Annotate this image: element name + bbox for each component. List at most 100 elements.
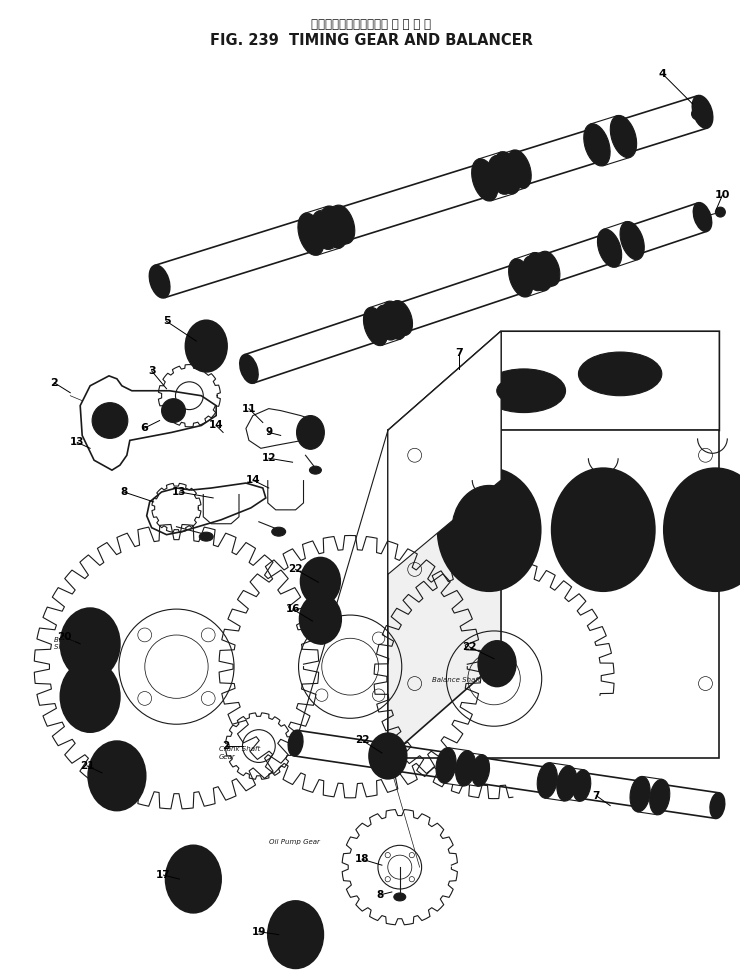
Ellipse shape [630, 776, 650, 811]
Text: 18: 18 [355, 855, 369, 864]
Polygon shape [444, 748, 468, 786]
Text: 20: 20 [57, 632, 71, 642]
Text: Balance Shaft Gear: Balance Shaft Gear [432, 676, 499, 683]
Ellipse shape [472, 755, 490, 786]
Ellipse shape [391, 301, 412, 335]
Polygon shape [146, 483, 266, 535]
Ellipse shape [472, 159, 498, 201]
Ellipse shape [312, 211, 336, 250]
Ellipse shape [378, 744, 398, 768]
Polygon shape [463, 753, 483, 786]
Ellipse shape [309, 605, 332, 633]
Ellipse shape [478, 641, 516, 687]
Ellipse shape [438, 468, 541, 591]
Ellipse shape [487, 652, 507, 676]
Text: 9: 9 [265, 427, 273, 437]
Ellipse shape [240, 355, 258, 383]
Ellipse shape [267, 901, 323, 968]
Text: タイミングギヤーおよび バ ラ ン サ: タイミングギヤーおよび バ ラ ン サ [311, 18, 431, 30]
Polygon shape [246, 409, 319, 448]
Text: 12: 12 [262, 453, 276, 464]
Ellipse shape [192, 328, 220, 364]
Text: 13: 13 [172, 487, 186, 497]
Ellipse shape [537, 762, 557, 798]
Circle shape [92, 403, 128, 438]
Polygon shape [545, 762, 570, 801]
Ellipse shape [310, 466, 322, 474]
Ellipse shape [369, 733, 406, 779]
Ellipse shape [436, 748, 456, 783]
Ellipse shape [74, 676, 106, 716]
Text: 2: 2 [222, 741, 230, 751]
Text: FIG. 239  TIMING GEAR AND BALANCER: FIG. 239 TIMING GEAR AND BALANCER [210, 33, 533, 48]
Circle shape [716, 207, 725, 217]
Ellipse shape [663, 468, 743, 591]
Polygon shape [514, 253, 546, 297]
Text: 22: 22 [288, 564, 303, 574]
Ellipse shape [303, 423, 317, 441]
Ellipse shape [528, 253, 551, 291]
Ellipse shape [166, 846, 221, 912]
Polygon shape [318, 206, 348, 249]
Ellipse shape [310, 568, 331, 594]
Ellipse shape [692, 95, 713, 128]
Ellipse shape [376, 306, 398, 340]
Text: 19: 19 [252, 927, 266, 937]
Text: 21: 21 [80, 760, 94, 771]
Polygon shape [381, 301, 407, 340]
Ellipse shape [281, 916, 311, 953]
Polygon shape [478, 152, 514, 201]
Ellipse shape [456, 753, 474, 784]
Text: 7: 7 [593, 791, 600, 801]
Polygon shape [528, 252, 555, 290]
Ellipse shape [579, 352, 662, 396]
Ellipse shape [296, 416, 325, 449]
Ellipse shape [573, 769, 591, 802]
Ellipse shape [60, 609, 120, 679]
Ellipse shape [288, 730, 303, 756]
Text: 8: 8 [376, 890, 383, 900]
Text: Crank Shaft
Gear: Crank Shaft Gear [219, 746, 260, 760]
Text: 7: 7 [455, 348, 463, 358]
Ellipse shape [494, 152, 521, 194]
Text: 17: 17 [156, 870, 171, 880]
Ellipse shape [199, 336, 214, 356]
Ellipse shape [710, 793, 724, 818]
Circle shape [101, 412, 119, 429]
Ellipse shape [452, 485, 526, 574]
Polygon shape [80, 376, 216, 470]
Ellipse shape [620, 221, 644, 260]
Polygon shape [388, 331, 501, 758]
Text: 4: 4 [659, 70, 666, 79]
Polygon shape [388, 331, 501, 574]
Ellipse shape [394, 893, 406, 901]
Ellipse shape [199, 532, 213, 541]
Polygon shape [603, 221, 638, 267]
Polygon shape [564, 767, 584, 802]
Ellipse shape [488, 156, 512, 194]
Ellipse shape [538, 251, 560, 286]
Text: 11: 11 [241, 404, 256, 414]
Polygon shape [305, 206, 340, 255]
Ellipse shape [383, 301, 406, 339]
Polygon shape [388, 430, 719, 758]
Ellipse shape [363, 308, 388, 346]
Ellipse shape [186, 320, 227, 371]
Polygon shape [637, 776, 662, 814]
Ellipse shape [557, 767, 575, 799]
Ellipse shape [557, 765, 577, 801]
Ellipse shape [482, 368, 565, 413]
Text: 13: 13 [70, 437, 85, 447]
Circle shape [167, 405, 180, 416]
Ellipse shape [455, 751, 476, 786]
Ellipse shape [509, 259, 533, 297]
Text: Bal. Sh.
Shaft Gear: Bal. Sh. Shaft Gear [54, 637, 92, 651]
Ellipse shape [299, 594, 341, 644]
Ellipse shape [597, 229, 622, 268]
Text: 8: 8 [120, 487, 128, 497]
Ellipse shape [101, 757, 133, 795]
Polygon shape [591, 116, 630, 166]
Ellipse shape [497, 376, 551, 405]
Ellipse shape [88, 741, 146, 810]
Circle shape [692, 108, 704, 120]
